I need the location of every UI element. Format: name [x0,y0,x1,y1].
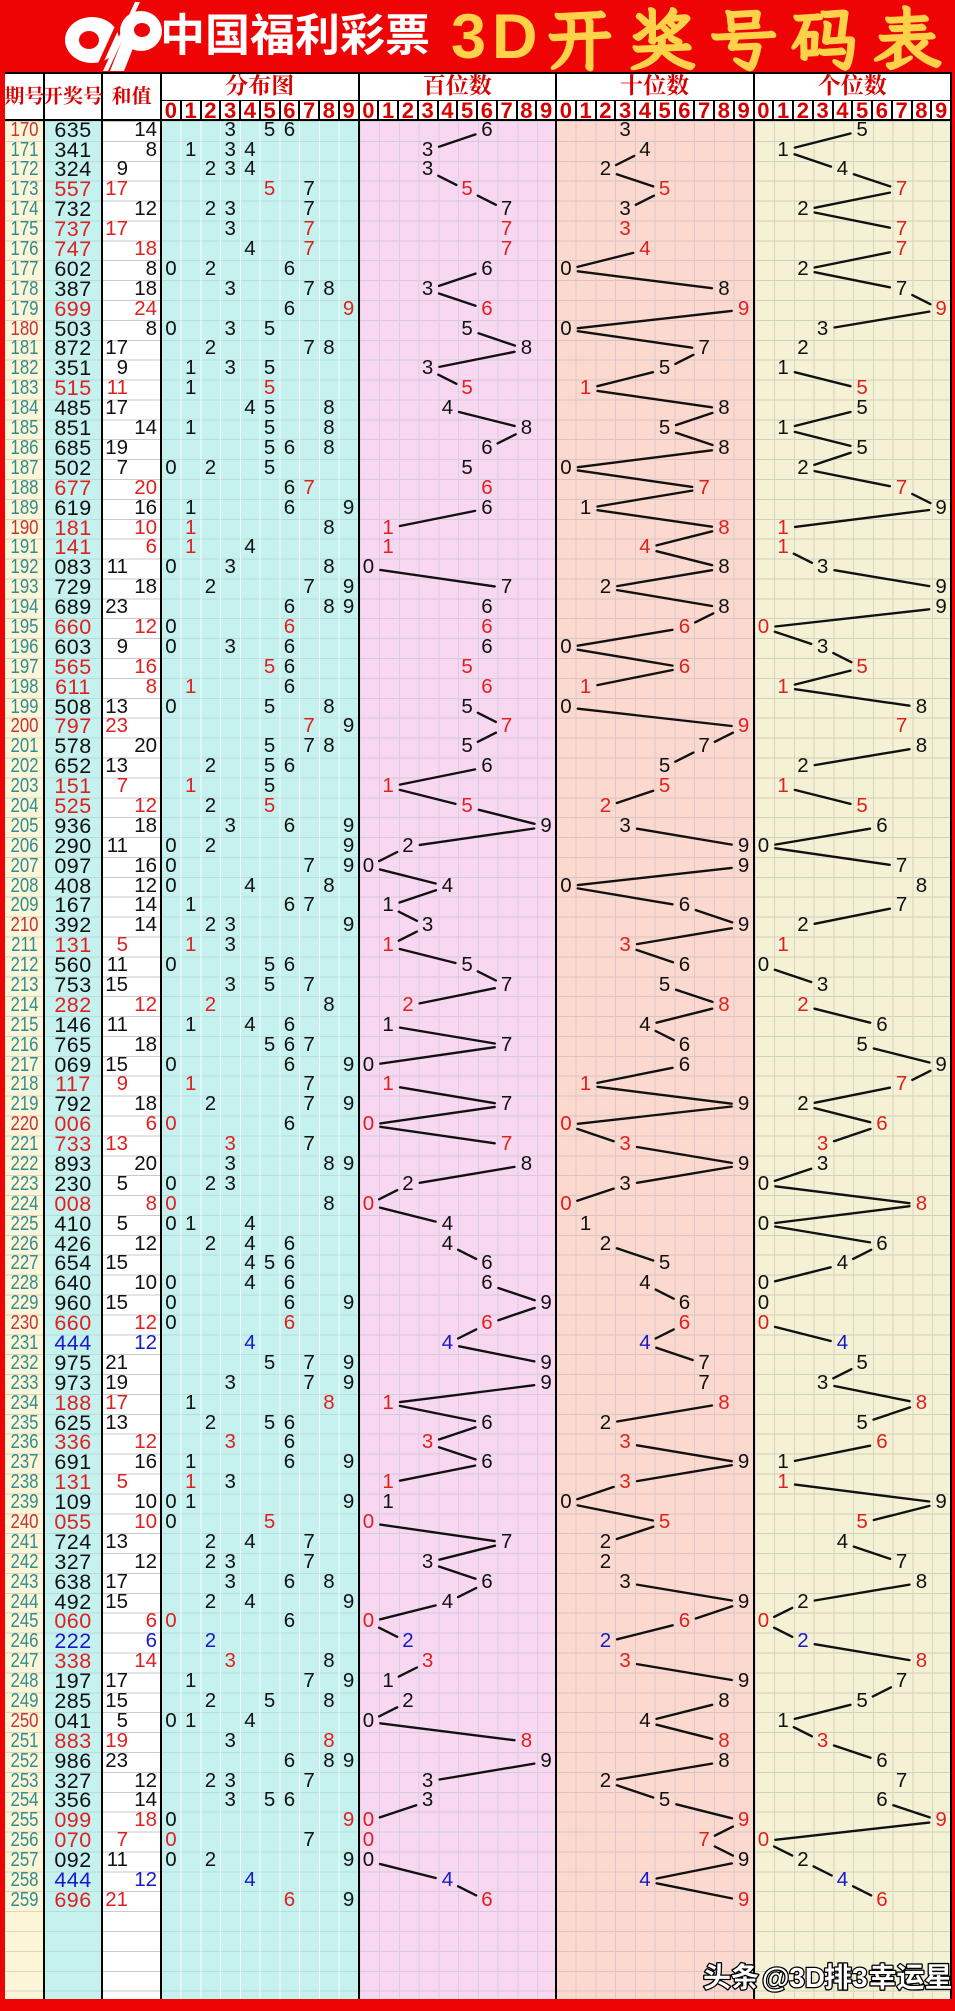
svg-text:3: 3 [852,1962,868,1993]
svg-text:@3D: @3D [762,1962,825,1993]
svg-text:3D: 3D [451,2,544,72]
